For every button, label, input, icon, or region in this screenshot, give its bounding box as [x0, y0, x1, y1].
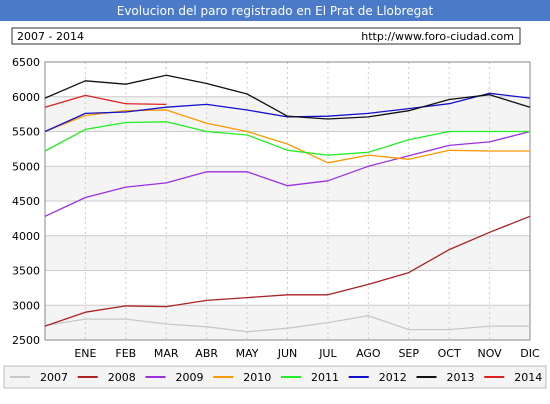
x-tick-label: SEP: [398, 347, 419, 360]
series-lines: [44, 74, 531, 333]
legend-label-2011: 2011: [311, 371, 339, 384]
x-tick-label: OCT: [438, 347, 461, 360]
series-line-2010: [44, 109, 530, 164]
y-tick-label: 5000: [12, 160, 40, 173]
x-tick-label: JUL: [318, 347, 337, 360]
chart-title: Evolucion del paro registrado en El Prat…: [117, 4, 434, 18]
chart-period: 2007 - 2014: [17, 30, 84, 43]
legend-label-2013: 2013: [447, 371, 475, 384]
plot-frame: [44, 61, 531, 341]
x-tick-label: MAY: [236, 347, 259, 360]
y-tick-label: 5500: [12, 126, 40, 139]
y-tick-label: 6000: [12, 91, 40, 104]
y-tick-label: 4000: [12, 230, 40, 243]
title-bar: [0, 0, 550, 21]
legend-label-2010: 2010: [243, 371, 271, 384]
subtitle-box: [11, 27, 521, 45]
y-tick-label: 3000: [12, 299, 40, 312]
legend-label-2014: 2014: [514, 371, 542, 384]
legend-box: [3, 365, 547, 389]
series-line-2009: [44, 130, 531, 217]
y-axis-ticks: 2500 3000 3500 4000 4500 5000 5500 6000 6500: [12, 56, 40, 347]
x-tick-label: JUN: [277, 347, 298, 360]
axes: [44, 61, 531, 341]
legend-label-2008: 2008: [108, 371, 136, 384]
x-tick-label: ENE: [74, 347, 96, 360]
source-url: http://www.foro-ciudad.com: [361, 30, 514, 43]
x-tick-label: ABR: [195, 347, 218, 360]
x-tick-label: MAR: [154, 347, 179, 360]
legend: 2007 2008 2009 2010 2011 2012 2013 2014: [10, 371, 542, 384]
x-tick-label: FEB: [115, 347, 136, 360]
x-tick-label: NOV: [477, 347, 502, 360]
legend-label-2009: 2009: [176, 371, 204, 384]
series-line-2011: [44, 121, 530, 156]
y-tick-label: 3500: [12, 265, 40, 278]
series-line-2013: [44, 74, 531, 120]
x-tick-label: AGO: [356, 347, 381, 360]
x-tick-label: DIC: [520, 347, 540, 360]
legend-label-2012: 2012: [379, 371, 407, 384]
legend-label-2007: 2007: [40, 371, 68, 384]
series-line-2007: [44, 315, 530, 333]
series-line-2012: [44, 92, 531, 133]
y-tick-label: 4500: [12, 195, 40, 208]
series-line-2008: [44, 215, 531, 327]
y-tick-label: 2500: [12, 334, 40, 347]
series-line-2014: [44, 94, 167, 108]
x-axis-ticks: ENE FEB MAR ABR MAY JUN JUL AGO SEP OCT NOV DIC: [74, 347, 540, 360]
y-tick-label: 6500: [12, 56, 40, 69]
